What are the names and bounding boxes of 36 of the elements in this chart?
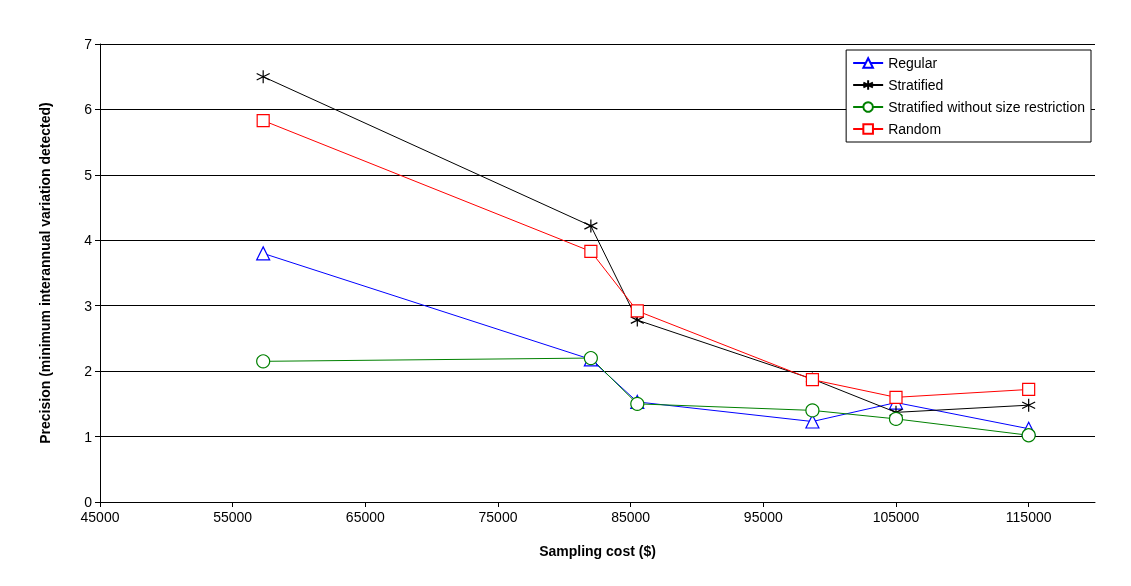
point (805, 414, 820, 429)
y-tick-label: 0 (84, 494, 93, 510)
y-tick-label: 2 (84, 363, 93, 380)
y-axis-title: Precision (minimum interannual variation detected) (37, 102, 53, 444)
x-tick-label: 65000 (345, 509, 386, 525)
y-tick-label: 1 (84, 428, 93, 445)
x-tick-label: 105000 (872, 509, 920, 525)
legend-label: Random (888, 121, 942, 137)
y-tick-label: 7 (84, 36, 93, 52)
point (889, 390, 903, 404)
x-tick-label: 95000 (743, 509, 784, 525)
legend-label: Stratified without size restriction (888, 99, 1085, 115)
point (256, 246, 271, 261)
point (256, 354, 271, 369)
y-tick-label: 6 (84, 101, 93, 118)
x-tick-label: 55000 (213, 509, 253, 525)
point (1022, 382, 1036, 397)
y-tick-label: 5 (84, 166, 93, 183)
y-tick-label: 3 (84, 297, 93, 314)
point (584, 244, 598, 259)
x-tick-label: 115000 (1005, 509, 1052, 525)
y-tick-label: 4 (84, 232, 93, 249)
x-axis-title: Sampling cost ($) (539, 543, 656, 559)
point (1021, 428, 1036, 443)
point (888, 411, 904, 426)
legend-label: Stratified (888, 77, 944, 93)
x-tick-label: 85000 (611, 509, 651, 525)
x-tick-label: 45000 (80, 509, 120, 525)
point (583, 218, 598, 233)
point (805, 403, 820, 418)
point (256, 113, 270, 128)
point (1021, 398, 1036, 413)
point (630, 304, 644, 318)
point (256, 69, 271, 84)
x-tick-label: 75000 (478, 509, 518, 525)
legend-label: Regular (888, 55, 938, 71)
